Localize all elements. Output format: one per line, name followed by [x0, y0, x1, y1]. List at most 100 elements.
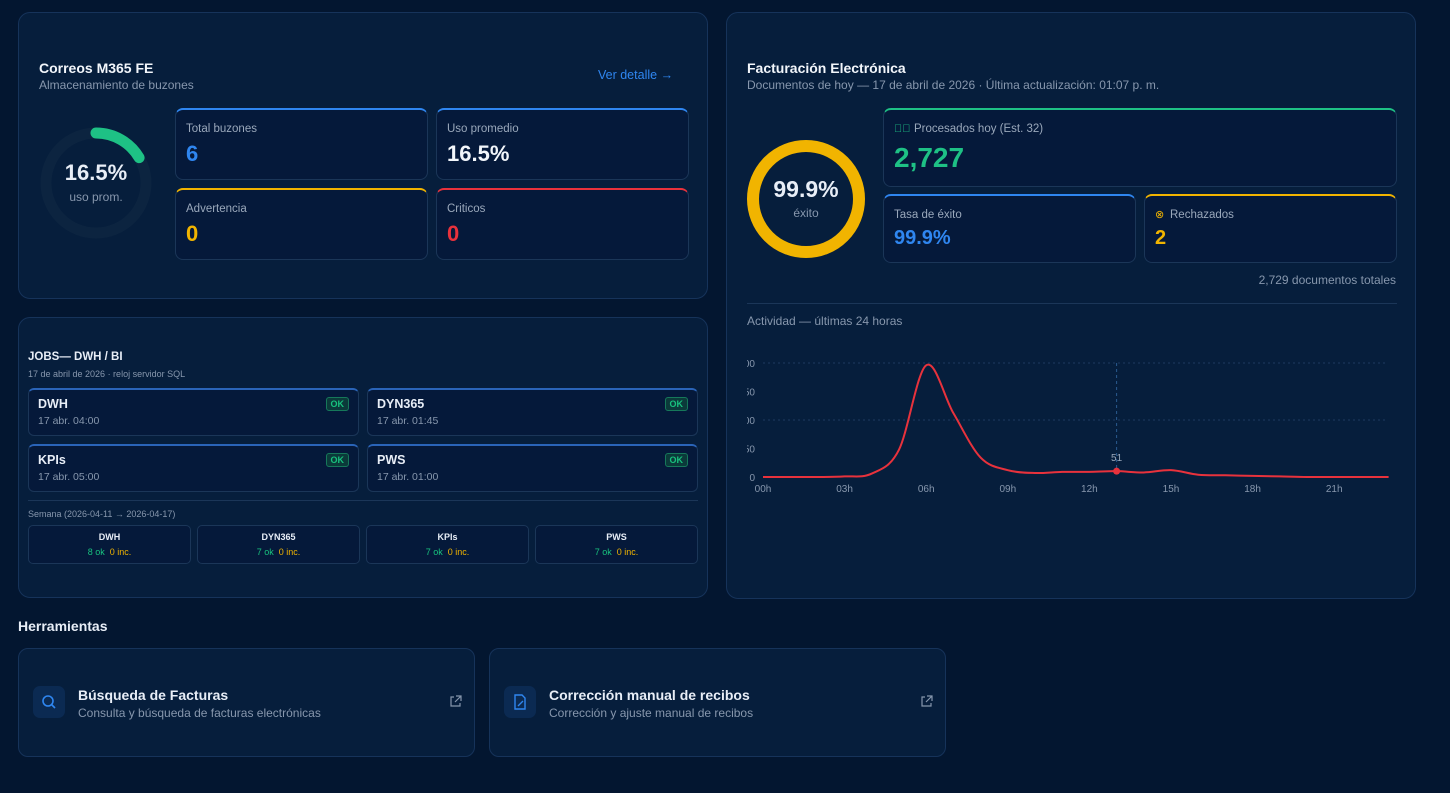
- external-link-icon: [921, 695, 933, 707]
- y-tick-label: 0: [749, 473, 755, 484]
- x-tick-label: 06h: [918, 484, 935, 495]
- x-tick-label: 09h: [999, 484, 1016, 495]
- x-tick-label: 12h: [1081, 484, 1098, 495]
- view-detail-link[interactable]: Ver detalle →: [598, 68, 673, 82]
- job-card[interactable]: DYN365 17 abr. 01:45 OK: [367, 388, 698, 436]
- job-name: DWH: [38, 397, 68, 411]
- success-gauge-label: éxito: [793, 206, 819, 220]
- fe-card: Facturación Electrónica Documentos de ho…: [726, 12, 1416, 599]
- rejected-stat: ⊗ Rechazados 2: [1144, 194, 1397, 263]
- mail-subtitle: Almacenamiento de buzones: [39, 78, 194, 92]
- view-detail-label: Ver detalle: [598, 68, 658, 82]
- stat-value: 16.5%: [447, 141, 510, 166]
- y-tick-label: 750: [747, 388, 755, 399]
- processed-stat: ✓⃝ Procesados hoy (Est. 32) 2,727: [883, 108, 1397, 187]
- week-inc-count: 0 inc.: [278, 547, 301, 557]
- rate-value: 99.9%: [894, 227, 951, 249]
- week-job-name: KPIs: [437, 532, 458, 542]
- rate-label: Tasa de éxito: [894, 209, 962, 221]
- highlight-point: [1113, 467, 1121, 475]
- rejected-label: Rechazados: [1170, 209, 1234, 221]
- week-summary: DWH 8 ok 0 inc.: [28, 525, 191, 564]
- x-tick-label: 21h: [1326, 484, 1343, 495]
- job-card[interactable]: PWS 17 abr. 01:00 OK: [367, 444, 698, 492]
- activity-line: [763, 363, 1389, 479]
- week-label: Semana (2026-04-11 → 2026-04-17): [28, 509, 176, 519]
- search-icon: [33, 686, 65, 718]
- status-badge: OK: [325, 453, 349, 467]
- x-tick-label: 18h: [1244, 484, 1261, 495]
- fe-subtitle: Documentos de hoy — 17 de abril de 2026 …: [747, 78, 1160, 92]
- mail-stat: Criticos 0: [436, 188, 689, 260]
- mail-stat: Advertencia 0: [175, 188, 428, 260]
- stat-label: Criticos: [447, 203, 486, 215]
- week-summary: PWS 7 ok 0 inc.: [535, 525, 698, 564]
- file-edit-icon: [504, 686, 536, 718]
- tool-receipt-correction[interactable]: Corrección manual de recibos Corrección …: [489, 648, 946, 757]
- tool-desc: Corrección y ajuste manual de recibos: [549, 706, 754, 720]
- x-tick-label: 15h: [1163, 484, 1180, 495]
- rate-stat: Tasa de éxito 99.9%: [883, 194, 1136, 263]
- success-gauge-value: 99.9%: [773, 176, 839, 202]
- rejected-value: 2: [1155, 227, 1167, 249]
- usage-gauge: [40, 127, 152, 239]
- status-badge: OK: [325, 397, 349, 411]
- tools-heading: Herramientas: [18, 618, 108, 634]
- divider: [28, 500, 698, 501]
- arrow-right-icon: →: [660, 68, 674, 82]
- stat-value: 6: [186, 141, 199, 166]
- activity-title: Actividad — últimas 24 horas: [747, 314, 903, 328]
- job-time: 17 abr. 01:45: [377, 415, 439, 427]
- week-inc-count: 0 inc.: [109, 547, 132, 557]
- y-tick-label: 500: [747, 416, 755, 427]
- mail-stat: Total buzones 6: [175, 108, 428, 180]
- week-ok-count: 7 ok: [594, 547, 612, 557]
- mail-stat: Uso promedio 16.5%: [436, 108, 689, 180]
- week-summary: KPIs 7 ok 0 inc.: [366, 525, 529, 564]
- job-card[interactable]: DWH 17 abr. 04:00 OK: [28, 388, 359, 436]
- week-inc-count: 0 inc.: [616, 547, 639, 557]
- tool-title: Búsqueda de Facturas: [78, 687, 229, 703]
- y-tick-label: 250: [747, 445, 755, 456]
- stat-label: Uso promedio: [447, 123, 519, 135]
- job-name: PWS: [377, 453, 406, 467]
- usage-gauge-value: 16.5%: [64, 160, 128, 185]
- week-ok-count: 7 ok: [256, 547, 274, 557]
- external-link-icon: [450, 695, 462, 707]
- x-tick-label: 03h: [836, 484, 853, 495]
- jobs-subtitle: 17 de abril de 2026 · reloj servidor SQL: [28, 369, 186, 379]
- mail-card: Correos M365 FE Almacenamiento de buzone…: [18, 12, 708, 299]
- week-ok-count: 8 ok: [87, 547, 105, 557]
- mail-title: Correos M365 FE: [39, 60, 154, 76]
- job-card[interactable]: KPIs 17 abr. 05:00 OK: [28, 444, 359, 492]
- y-tick-label: 1000: [747, 359, 755, 370]
- jobs-title: JOBS— DWH / BI: [28, 351, 123, 363]
- week-job-name: DWH: [98, 532, 121, 542]
- processed-label: Procesados hoy (Est. 32): [914, 123, 1044, 135]
- week-job-name: PWS: [606, 532, 627, 542]
- activity-chart: 0 250 500 750 1000 00h 03h 06h 09h 12h 15h 18h 21h 51: [747, 359, 1389, 495]
- week-inc-count: 0 inc.: [447, 547, 470, 557]
- stat-label: Total buzones: [186, 123, 257, 135]
- job-time: 17 abr. 01:00: [377, 471, 439, 483]
- tool-title: Corrección manual de recibos: [549, 687, 750, 703]
- check-circle-icon: ✓⃝: [894, 123, 911, 135]
- highlight-label: 51: [1111, 453, 1123, 464]
- usage-gauge-label: uso prom.: [69, 190, 123, 204]
- status-badge: OK: [664, 397, 688, 411]
- tool-invoice-search[interactable]: Búsqueda de Facturas Consulta y búsqueda…: [18, 648, 475, 757]
- job-time: 17 abr. 04:00: [38, 415, 100, 427]
- status-badge: OK: [664, 453, 688, 467]
- job-name: DYN365: [377, 397, 425, 411]
- stat-value: 0: [186, 221, 199, 246]
- success-gauge: [747, 140, 865, 258]
- divider: [747, 303, 1397, 304]
- job-name: KPIs: [38, 453, 66, 467]
- stat-label: Advertencia: [186, 203, 247, 215]
- job-time: 17 abr. 05:00: [38, 471, 100, 483]
- fe-title: Facturación Electrónica: [747, 60, 906, 76]
- stat-value: 0: [447, 221, 460, 246]
- week-job-name: DYN365: [261, 532, 296, 542]
- tool-desc: Consulta y búsqueda de facturas electrón…: [78, 706, 321, 720]
- x-circle-icon: ⊗: [1155, 209, 1165, 221]
